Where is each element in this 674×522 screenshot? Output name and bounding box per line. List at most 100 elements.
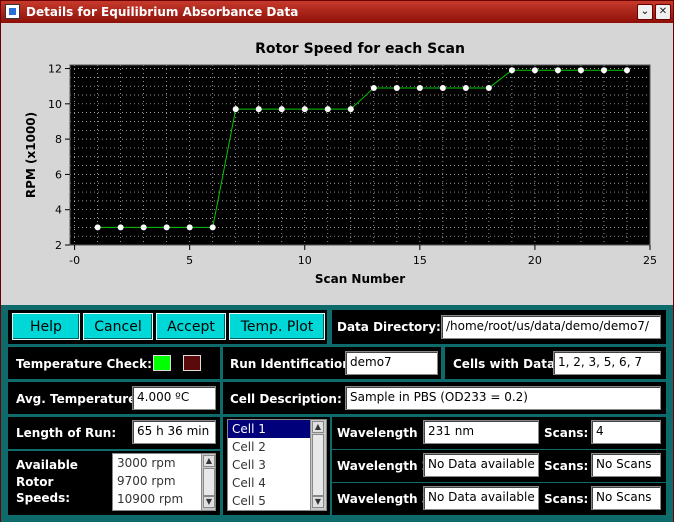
x-tick-label: 15 <box>413 254 427 267</box>
rotor-speed-chart: -0 5 10 15 20 25 2 4 6 8 10 12 Rotor Speed for each … <box>1 23 673 305</box>
cells-with-data-field[interactable]: 1, 2, 3, 5, 6, 7 <box>553 351 661 375</box>
data-point <box>462 84 469 91</box>
data-point <box>508 67 515 74</box>
scroll-up-icon[interactable]: ▲ <box>203 455 215 467</box>
data-point <box>117 224 124 231</box>
data-point <box>531 67 538 74</box>
data-point <box>209 224 216 231</box>
accept-button[interactable]: Accept <box>156 313 226 340</box>
temperature-check-label: Temperature Check: <box>16 357 152 371</box>
scans-3-field[interactable]: No Scans <box>591 486 661 510</box>
wavelength-3-field[interactable]: No Data available <box>423 486 539 510</box>
chart-svg: -0 5 10 15 20 25 2 4 6 8 10 12 Rotor Speed for each … <box>24 41 657 286</box>
plot-frame <box>69 64 651 246</box>
list-item[interactable]: 3000 rpm <box>117 456 176 470</box>
scans-1-label: Scans: <box>544 426 589 440</box>
data-point <box>393 84 400 91</box>
rotor-speeds-scrollbar[interactable]: ▲ ▼ <box>201 454 215 510</box>
y-tick-label: 2 <box>55 239 62 252</box>
scans-3-label: Scans: <box>544 492 589 506</box>
x-tick-label: 10 <box>298 254 312 267</box>
data-point <box>554 67 561 74</box>
scans-1-field[interactable]: 4 <box>591 420 661 444</box>
scroll-thumb[interactable] <box>312 434 324 496</box>
data-directory-field[interactable]: /home/root/us/data/demo/demo7/ <box>441 315 661 339</box>
list-item[interactable]: Cell 3 <box>232 458 266 472</box>
length-of-run-field[interactable]: 65 h 36 min <box>132 420 216 444</box>
run-identification-field[interactable]: demo7 <box>345 351 438 375</box>
y-tick-label: 10 <box>48 98 62 111</box>
y-tick-label: 12 <box>48 63 62 76</box>
details-panel: Help Cancel Accept Temp. Plot Data Direc… <box>1 305 673 522</box>
x-axis-label: Scan Number <box>315 272 405 286</box>
app-icon <box>5 4 20 19</box>
data-point <box>163 224 170 231</box>
list-item[interactable]: 9700 rpm <box>117 474 176 488</box>
cells-with-data-label: Cells with Data: <box>453 357 560 371</box>
data-point <box>416 84 423 91</box>
rotor-speeds-label-line2: Rotor <box>16 475 54 489</box>
x-tick-label: 25 <box>643 254 657 267</box>
window-title: Details for Equilibrium Absorbance Data <box>26 5 299 19</box>
collapse-icon[interactable]: ⌄ <box>637 4 653 20</box>
scroll-thumb[interactable] <box>203 468 215 496</box>
data-point <box>347 106 354 113</box>
cancel-button[interactable]: Cancel <box>83 313 153 340</box>
cell-description-field[interactable]: Sample in PBS (OD233 = 0.2) <box>345 386 661 410</box>
list-item[interactable]: Cell 4 <box>232 476 266 490</box>
wavelength-1-label: Wavelength 1: <box>337 426 435 440</box>
avg-temperature-field[interactable]: 4.000 ºC <box>132 386 216 410</box>
data-point <box>278 106 285 113</box>
scans-2-field[interactable]: No Scans <box>591 453 661 477</box>
scroll-down-icon[interactable]: ▼ <box>203 496 215 508</box>
data-point <box>439 84 446 91</box>
series-line <box>97 69 627 228</box>
scroll-down-icon[interactable]: ▼ <box>312 496 324 508</box>
y-tick-label: 6 <box>55 168 62 181</box>
data-point <box>232 106 239 113</box>
temp-plot-button[interactable]: Temp. Plot <box>229 313 325 340</box>
y-axis-label: RPM (x1000) <box>24 112 38 198</box>
list-item[interactable]: 10900 rpm <box>117 492 184 506</box>
data-point <box>577 67 584 74</box>
data-point <box>140 224 147 231</box>
rotor-speeds-label-line1: Available <box>16 458 78 472</box>
cell-list[interactable]: Cell 1 Cell 2 Cell 3 Cell 4 Cell 5 ▲ ▼ <box>227 419 327 511</box>
help-button[interactable]: Help <box>12 313 80 340</box>
title-bar[interactable]: Details for Equilibrium Absorbance Data … <box>1 1 673 23</box>
wavelength-2-field[interactable]: No Data available <box>423 453 539 477</box>
data-directory-label: Data Directory: <box>337 320 441 334</box>
x-tick-label: -0 <box>69 254 80 267</box>
data-point <box>301 106 308 113</box>
cell-list-scrollbar[interactable]: ▲ ▼ <box>310 420 326 510</box>
plot-area <box>70 65 650 245</box>
list-item[interactable]: Cell 2 <box>232 440 266 454</box>
rotor-speeds-list[interactable]: 3000 rpm 9700 rpm 10900 rpm ▲ ▼ <box>112 453 216 511</box>
close-icon[interactable]: ✕ <box>655 4 671 20</box>
wavelength-3-label: Wavelength 3: <box>337 492 435 506</box>
length-of-run-label: Length of Run: <box>16 426 117 440</box>
data-point <box>94 224 101 231</box>
x-tick-label: 5 <box>186 254 193 267</box>
temperature-bad-indicator <box>183 355 201 371</box>
run-identification-label: Run Identification: <box>230 357 356 371</box>
data-point <box>324 106 331 113</box>
data-point <box>370 84 377 91</box>
scroll-up-icon[interactable]: ▲ <box>312 421 324 433</box>
wavelength-1-field[interactable]: 231 nm <box>423 420 539 444</box>
list-item-selected[interactable]: Cell 1 <box>228 420 326 438</box>
wavelength-2-label: Wavelength 2: <box>337 459 435 473</box>
y-tick-label: 8 <box>55 133 62 146</box>
data-point <box>600 67 607 74</box>
data-point <box>255 106 262 113</box>
avg-temperature-label: Avg. Temperature: <box>16 392 142 406</box>
data-point <box>623 67 630 74</box>
rotor-speeds-label-line3: Speeds: <box>16 491 71 505</box>
temperature-ok-indicator <box>153 355 171 371</box>
data-point <box>485 84 492 91</box>
cell-description-label: Cell Description: <box>230 392 342 406</box>
x-tick-label: 20 <box>528 254 542 267</box>
chart-title: Rotor Speed for each Scan <box>255 41 465 57</box>
list-item[interactable]: Cell 5 <box>232 494 266 508</box>
